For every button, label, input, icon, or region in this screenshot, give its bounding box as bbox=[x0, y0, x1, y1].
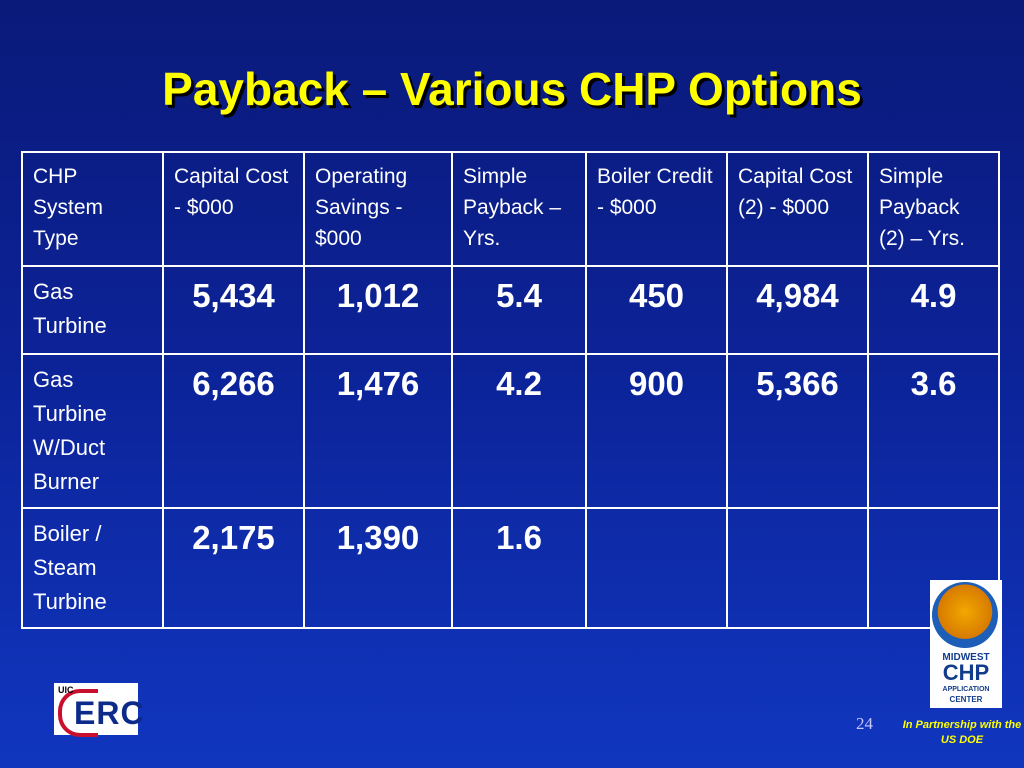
cell-simple-payback: 4.2 bbox=[451, 353, 587, 509]
logo-line-midwest: MIDWEST bbox=[942, 652, 990, 663]
header-simple-payback: Simple Payback – Yrs. bbox=[451, 151, 587, 267]
cell-simple-payback-2: 4.9 bbox=[867, 265, 1000, 355]
logo-uic-text: UIC bbox=[58, 685, 74, 695]
header-simple-payback-2: Simple Payback (2) – Yrs. bbox=[867, 151, 1000, 267]
uic-erc-logo: UIC ERC bbox=[54, 683, 144, 737]
logo-line-center: CENTER bbox=[949, 695, 983, 704]
cell-operating-savings: 1,012 bbox=[303, 265, 453, 355]
partnership-text: In Partnership with the US DOE bbox=[902, 719, 1022, 746]
header-boiler-credit: Boiler Credit - $000 bbox=[585, 151, 728, 267]
cell-capital-cost-2 bbox=[726, 507, 869, 629]
cell-simple-payback-2: 3.6 bbox=[867, 353, 1000, 509]
cell-operating-savings: 1,390 bbox=[303, 507, 453, 629]
cell-capital-cost-2: 5,366 bbox=[726, 353, 869, 509]
payback-table: CHP System Type Capital Cost - $000 Oper… bbox=[21, 151, 1000, 629]
cell-capital-cost: 6,266 bbox=[162, 353, 305, 509]
cell-boiler-credit: 900 bbox=[585, 353, 728, 509]
logo-line-chp: CHP bbox=[942, 660, 990, 685]
cell-capital-cost: 2,175 bbox=[162, 507, 305, 629]
cell-capital-cost: 5,434 bbox=[162, 265, 305, 355]
slide-title: Payback – Various CHP Options bbox=[162, 63, 862, 115]
cell-boiler-credit bbox=[585, 507, 728, 629]
cell-capital-cost-2: 4,984 bbox=[726, 265, 869, 355]
logo-line-application: APPLICATION bbox=[942, 686, 990, 693]
table-row: Gas Turbine 5,434 1,012 5.4 450 4,984 4.… bbox=[21, 265, 1000, 355]
row-label: Boiler / Steam Turbine bbox=[21, 507, 164, 629]
cell-boiler-credit: 450 bbox=[585, 265, 728, 355]
row-label: Gas Turbine W/Duct Burner bbox=[21, 353, 164, 509]
header-capital-cost-2: Capital Cost (2) - $000 bbox=[726, 151, 869, 267]
cell-simple-payback: 1.6 bbox=[451, 507, 587, 629]
header-chp-system-type: CHP System Type bbox=[21, 151, 164, 267]
row-label: Gas Turbine bbox=[21, 265, 164, 355]
table-row: Gas Turbine W/Duct Burner 6,266 1,476 4.… bbox=[21, 353, 1000, 509]
table-header-row: CHP System Type Capital Cost - $000 Oper… bbox=[21, 151, 1000, 267]
logo-arc-icon bbox=[58, 689, 98, 737]
sun-snowflake-icon bbox=[932, 582, 998, 648]
header-capital-cost: Capital Cost - $000 bbox=[162, 151, 305, 267]
cell-operating-savings: 1,476 bbox=[303, 353, 453, 509]
header-operating-savings: Operating Savings - $000 bbox=[303, 151, 453, 267]
cell-simple-payback: 5.4 bbox=[451, 265, 587, 355]
table-row: Boiler / Steam Turbine 2,175 1,390 1.6 bbox=[21, 507, 1000, 629]
page-number: 24 bbox=[856, 714, 873, 733]
logo-erc-text: ERC bbox=[74, 695, 145, 731]
midwest-chp-logo: MIDWEST CHP APPLICATION CENTER bbox=[930, 580, 1002, 708]
